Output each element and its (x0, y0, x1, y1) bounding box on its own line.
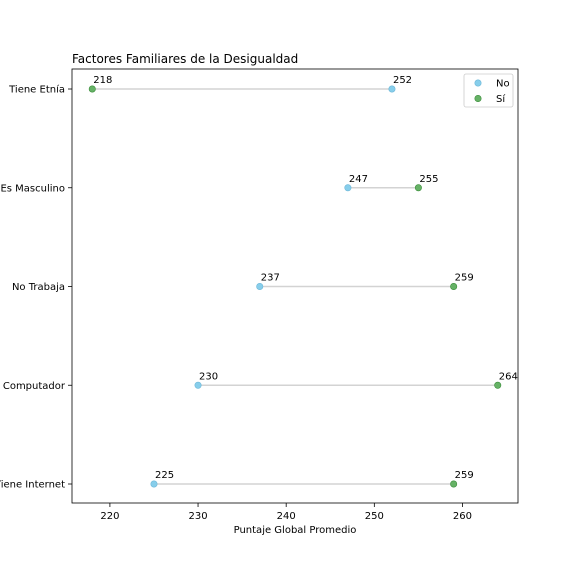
data-labels: 252 247 237 230 225 218 255 259 264 259 (93, 75, 518, 481)
legend-marker (474, 79, 482, 87)
connector-lines (92, 88, 498, 485)
data-label: 230 (199, 371, 218, 382)
x-tick-label: 220 (100, 511, 119, 522)
x-tick-label: 240 (277, 511, 296, 522)
legend-label: No (496, 79, 510, 90)
data-label: 237 (261, 273, 280, 284)
data-point-no (194, 381, 202, 389)
legend: No Sí (463, 73, 514, 108)
data-point-no (256, 282, 264, 290)
data-label: 252 (393, 75, 412, 86)
data-point-no (388, 85, 396, 93)
data-label: 264 (499, 371, 518, 382)
y-tick-label: Computador (3, 381, 66, 392)
data-point-si (494, 381, 502, 389)
data-label: 247 (349, 174, 368, 185)
data-label: 218 (93, 75, 112, 86)
legend-label: Sí (496, 93, 506, 105)
x-axis-label: Puntaje Global Promedio (234, 525, 357, 536)
legend-marker (474, 95, 482, 103)
data-label: 225 (155, 470, 174, 481)
y-tick-label: Es Masculino (0, 183, 65, 194)
data-point-no (344, 184, 352, 192)
data-label: 255 (419, 174, 438, 185)
data-point-no (150, 480, 158, 488)
data-points (88, 85, 502, 488)
data-label: 259 (455, 273, 474, 284)
data-point-si (450, 282, 458, 290)
x-tick-label: 250 (365, 511, 384, 522)
y-tick-label: No Trabaja (12, 282, 65, 293)
x-axis-ticks: 220 230 240 250 260 (100, 503, 472, 522)
x-tick-label: 230 (188, 511, 207, 522)
data-label: 259 (455, 470, 474, 481)
chart-title: Factores Familiares de la Desigualdad (72, 52, 298, 66)
data-point-si (88, 85, 96, 93)
x-tick-label: 260 (453, 511, 472, 522)
y-axis-ticks: Tiene Etnía Es Masculino No Trabaja Computa… (0, 84, 72, 491)
y-tick-label: Tiene Internet (0, 480, 65, 491)
y-tick-label: Tiene Etnía (8, 84, 65, 96)
data-point-si (414, 184, 422, 192)
data-point-si (450, 480, 458, 488)
